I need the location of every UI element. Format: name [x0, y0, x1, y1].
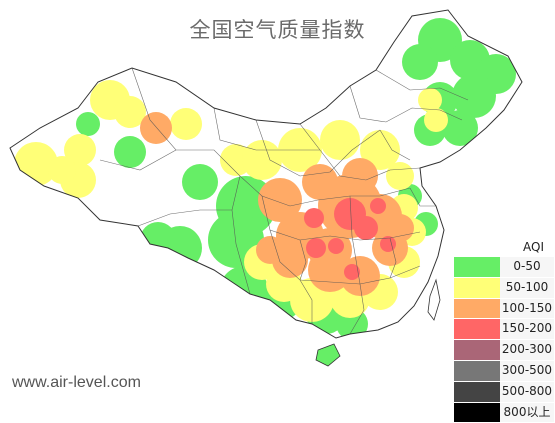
- aqi-area: [170, 108, 202, 140]
- aqi-area: [114, 136, 146, 168]
- aqi-area: [354, 216, 378, 240]
- aqi-area: [64, 134, 96, 166]
- aqi-area: [380, 236, 396, 252]
- legend-swatch: [454, 381, 500, 402]
- legend-item: 100-150: [454, 298, 554, 319]
- aqi-area: [304, 208, 324, 228]
- legend-item: 800以上: [454, 402, 554, 423]
- aqi-area: [418, 88, 442, 112]
- legend-item: 0-50: [454, 257, 554, 277]
- legend-label: 100-150: [500, 298, 554, 319]
- aqi-150-200-areas: [304, 198, 396, 280]
- aqi-area: [306, 238, 326, 258]
- legend-swatch: [454, 277, 500, 298]
- aqi-area: [402, 44, 438, 80]
- legend-item: 150-200: [454, 319, 554, 340]
- legend-swatch: [454, 340, 500, 360]
- aqi-area: [360, 130, 400, 170]
- aqi-area: [182, 164, 218, 200]
- legend-label: 0-50: [500, 257, 554, 277]
- aqi-area: [452, 74, 496, 118]
- aqi-area: [242, 140, 282, 180]
- legend-item: 300-500: [454, 360, 554, 381]
- legend-item: 500-800: [454, 381, 554, 402]
- aqi-area: [272, 242, 308, 278]
- legend-swatch: [454, 319, 500, 340]
- province-borders: [99, 67, 469, 335]
- legend-label: 500-800: [500, 381, 554, 402]
- aqi-area: [48, 156, 76, 184]
- aqi-area: [76, 112, 100, 136]
- legend-swatch: [454, 298, 500, 319]
- aqi-area: [342, 158, 378, 194]
- aqi-area: [320, 120, 360, 160]
- aqi-area: [140, 222, 176, 258]
- legend-title: AQI: [523, 240, 544, 254]
- legend-swatch: [454, 257, 500, 277]
- legend-label: 200-300: [500, 340, 554, 360]
- legend-label: 300-500: [500, 360, 554, 381]
- legend-item: 200-300: [454, 340, 554, 360]
- legend-item: 50-100: [454, 277, 554, 298]
- aqi-area: [424, 108, 448, 132]
- legend-label: 150-200: [500, 319, 554, 340]
- map-title: 全国空气质量指数: [189, 18, 366, 42]
- legend-label: 50-100: [500, 277, 554, 298]
- aqi-area: [328, 238, 344, 254]
- legend-swatch: [454, 360, 500, 381]
- china-aqi-map: [9, 9, 523, 367]
- aqi-area: [302, 164, 338, 200]
- site-watermark: www.air-level.com: [12, 374, 141, 391]
- taiwan-island: [427, 278, 441, 321]
- aqi-area: [442, 110, 478, 146]
- aqi-area: [386, 214, 414, 242]
- aqi-area: [344, 264, 360, 280]
- legend-label: 800以上: [500, 402, 554, 423]
- aqi-area: [114, 96, 146, 128]
- aqi-legend: AQI 0-50 50-100 100-150 150-200 200-300 …: [454, 237, 554, 423]
- china-border: [9, 9, 523, 339]
- legend-swatch: [454, 402, 500, 423]
- aqi-area: [386, 162, 414, 190]
- aqi-area: [258, 178, 302, 222]
- aqi-area: [370, 198, 386, 214]
- hainan-island: [315, 343, 341, 367]
- aqi-area: [140, 112, 172, 144]
